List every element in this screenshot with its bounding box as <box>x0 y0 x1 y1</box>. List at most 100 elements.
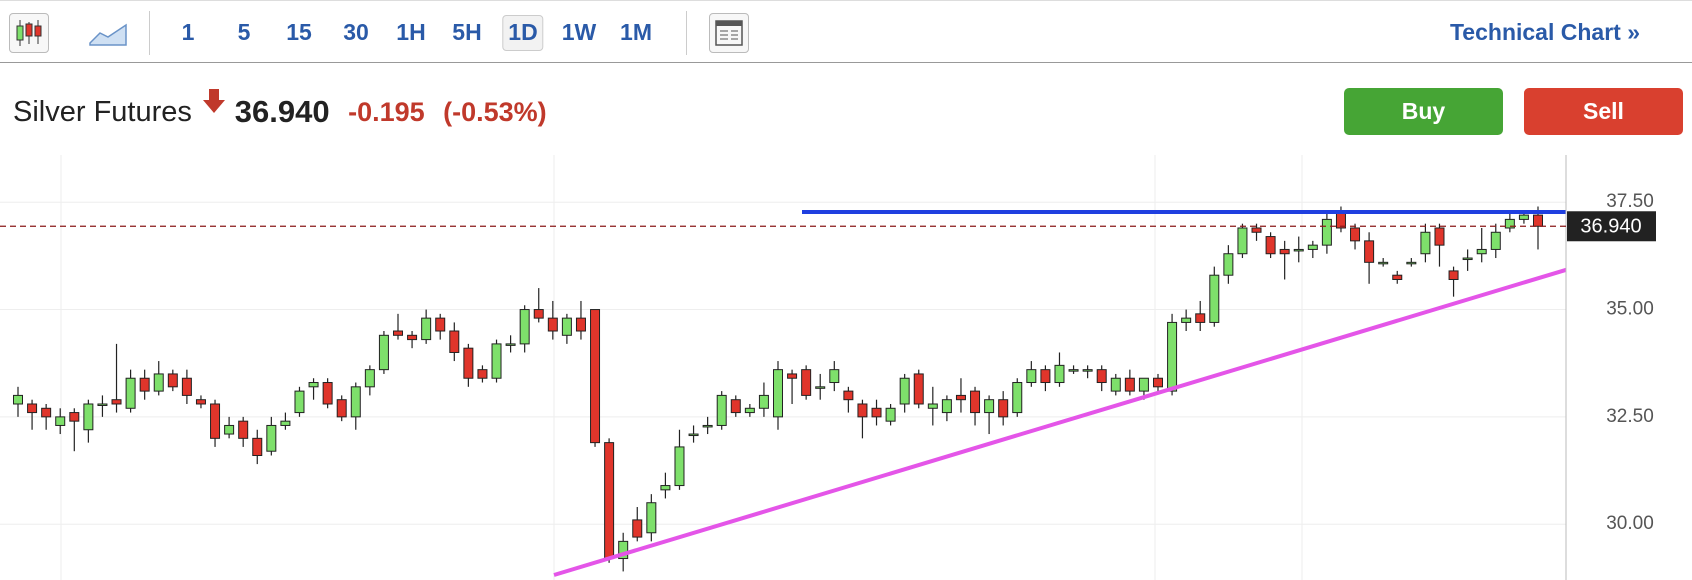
candle-body <box>787 373 798 379</box>
candle-body <box>505 343 516 346</box>
candle-body <box>857 403 868 418</box>
candle-body <box>449 330 460 353</box>
interval-selected[interactable]: 1D <box>502 15 544 51</box>
candle-body <box>41 407 52 418</box>
layout-icon[interactable] <box>709 13 749 53</box>
grid <box>0 155 1566 580</box>
change: -0.195 <box>348 96 425 127</box>
down-arrow <box>203 89 226 113</box>
candle-body <box>111 399 122 405</box>
candle-body <box>139 377 150 392</box>
candle-body <box>336 399 347 418</box>
candle-body <box>1138 377 1149 392</box>
candle-body <box>660 485 671 491</box>
candle-body <box>533 309 544 319</box>
candle-body <box>1054 364 1065 384</box>
candle-body <box>547 317 558 332</box>
candle-body <box>1504 218 1515 229</box>
candle-body <box>843 390 854 401</box>
candle-body <box>1350 227 1361 242</box>
interval[interactable]: 1 <box>181 19 195 45</box>
interval[interactable]: 15 <box>286 19 312 45</box>
candle-body <box>1181 317 1192 323</box>
interval[interactable]: 1M <box>620 19 652 45</box>
candle-body <box>561 317 572 336</box>
candle-body <box>421 317 432 341</box>
candle-body <box>280 420 291 426</box>
candle-body <box>646 502 657 534</box>
candle-body <box>224 424 235 435</box>
candle-body <box>477 369 488 379</box>
candle-body <box>885 407 896 422</box>
y-tick-label: 37.50 <box>1606 191 1654 212</box>
last-price-label: 36.940 <box>1580 216 1641 238</box>
change-percent: (-0.53%) <box>443 96 547 127</box>
candle-body <box>801 369 812 396</box>
candle-body <box>1265 236 1276 255</box>
candle-body <box>1223 253 1234 276</box>
candle-body <box>913 373 924 405</box>
candle-body <box>1124 377 1135 392</box>
candle-body <box>1490 231 1501 250</box>
candle-body <box>1068 369 1079 372</box>
candle-body <box>1321 218 1332 246</box>
candle-body <box>1434 227 1445 246</box>
candle-body <box>378 334 389 371</box>
candle-body <box>1167 321 1178 392</box>
candle-body <box>575 317 586 332</box>
interval[interactable]: 30 <box>343 19 369 45</box>
candle-body <box>153 373 164 392</box>
candle-body <box>871 407 882 418</box>
candle-body <box>984 399 995 414</box>
candle-body <box>407 334 418 341</box>
interval[interactable]: 1H <box>396 19 426 45</box>
candle-body <box>1279 248 1290 255</box>
candle-body <box>322 382 333 405</box>
candle-body <box>519 309 530 345</box>
candlestick-icon[interactable] <box>9 13 49 53</box>
candle-body <box>941 399 952 414</box>
candle-body <box>1012 382 1023 414</box>
interval[interactable]: 5H <box>452 19 482 45</box>
candle-body <box>1378 261 1389 265</box>
candle-body <box>83 403 94 431</box>
candle-body <box>252 437 263 457</box>
candle-body <box>1153 377 1163 388</box>
y-tick-label: 32.50 <box>1606 406 1654 427</box>
candle-body <box>1462 257 1473 261</box>
candle-body <box>125 377 136 409</box>
candle-body <box>1476 248 1487 255</box>
candle-body <box>1392 274 1403 280</box>
candle-body <box>744 407 755 414</box>
candle-body <box>491 343 502 379</box>
candle-body <box>97 403 108 406</box>
candle-body <box>167 373 178 388</box>
candle-body <box>266 424 277 452</box>
candle-body <box>181 377 192 396</box>
sell-button[interactable]: Sell <box>1524 88 1683 135</box>
candle-body <box>463 347 474 379</box>
buy-button[interactable]: Buy <box>1344 88 1503 135</box>
icon <box>16 20 42 46</box>
candle-body <box>195 399 206 405</box>
candle-body <box>350 386 361 418</box>
candle-body <box>308 382 319 388</box>
trend-line <box>553 267 1566 577</box>
technical-chart-link[interactable]: Technical Chart » <box>1449 19 1640 45</box>
candle-body <box>393 330 403 336</box>
price: 36.940 <box>234 93 330 129</box>
candle-body <box>1518 214 1529 220</box>
icon <box>715 20 743 46</box>
interval[interactable]: 5 <box>237 19 251 45</box>
candle-body <box>815 386 826 389</box>
candle-body <box>1420 231 1431 255</box>
candle-body <box>1293 248 1304 252</box>
candle-body <box>970 390 981 414</box>
area-icon[interactable] <box>88 19 128 47</box>
candle-body <box>435 317 446 332</box>
candle-body <box>590 309 601 444</box>
candle-body <box>1237 227 1248 255</box>
candle-body <box>758 394 769 409</box>
interval[interactable]: 1W <box>561 19 597 45</box>
